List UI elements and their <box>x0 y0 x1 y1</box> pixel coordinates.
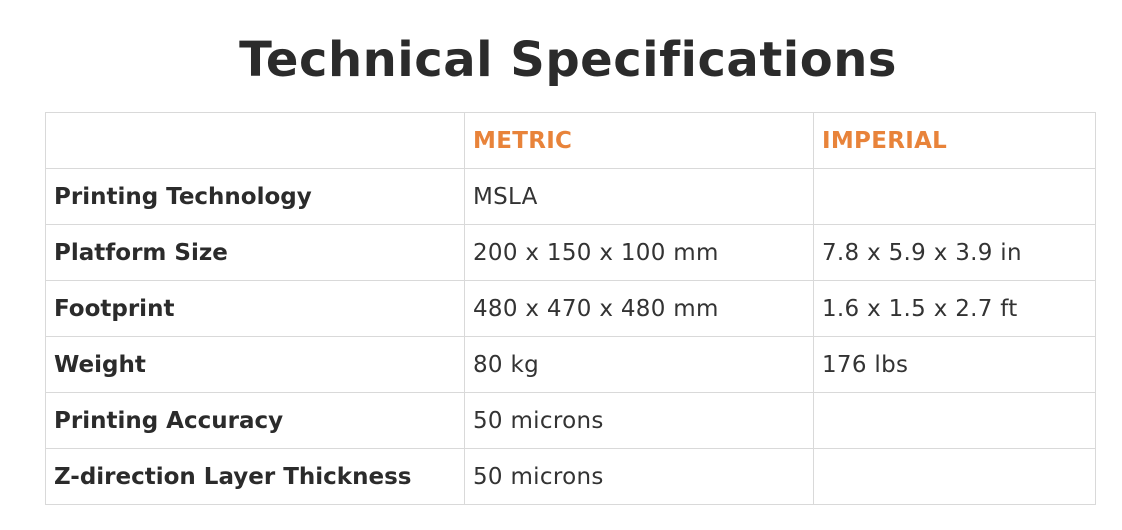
table-row: Platform Size 200 x 150 x 100 mm 7.8 x 5… <box>45 224 1096 281</box>
row-label: Printing Accuracy <box>45 392 465 449</box>
row-metric-value: 480 x 470 x 480 mm <box>464 280 814 337</box>
table-row: Printing Accuracy 50 microns <box>45 392 1096 449</box>
row-label: Printing Technology <box>45 168 465 225</box>
row-imperial-value: 1.6 x 1.5 x 2.7 ft <box>813 280 1096 337</box>
row-label: Weight <box>45 336 465 393</box>
table-row: Printing Technology MSLA <box>45 168 1096 225</box>
table-header-row: METRIC IMPERIAL <box>45 112 1096 169</box>
row-metric-value: 50 microns <box>464 448 814 505</box>
spec-table: METRIC IMPERIAL Printing Technology MSLA… <box>45 112 1096 505</box>
page-title: Technical Specifications <box>239 32 897 88</box>
header-imperial: IMPERIAL <box>813 112 1096 169</box>
row-metric-value: 200 x 150 x 100 mm <box>464 224 814 281</box>
row-label: Z-direction Layer Thickness <box>45 448 465 505</box>
header-metric: METRIC <box>464 112 814 169</box>
row-imperial-value: 7.8 x 5.9 x 3.9 in <box>813 224 1096 281</box>
row-imperial-value <box>813 392 1096 449</box>
table-row: Footprint 480 x 470 x 480 mm 1.6 x 1.5 x… <box>45 280 1096 337</box>
row-imperial-value: 176 lbs <box>813 336 1096 393</box>
row-imperial-value <box>813 168 1096 225</box>
row-metric-value: 80 kg <box>464 336 814 393</box>
row-metric-value: 50 microns <box>464 392 814 449</box>
row-label: Platform Size <box>45 224 465 281</box>
row-imperial-value <box>813 448 1096 505</box>
row-label: Footprint <box>45 280 465 337</box>
header-label-cell <box>45 112 465 169</box>
row-metric-value: MSLA <box>464 168 814 225</box>
table-row: Weight 80 kg 176 lbs <box>45 336 1096 393</box>
table-row: Z-direction Layer Thickness 50 microns <box>45 448 1096 505</box>
